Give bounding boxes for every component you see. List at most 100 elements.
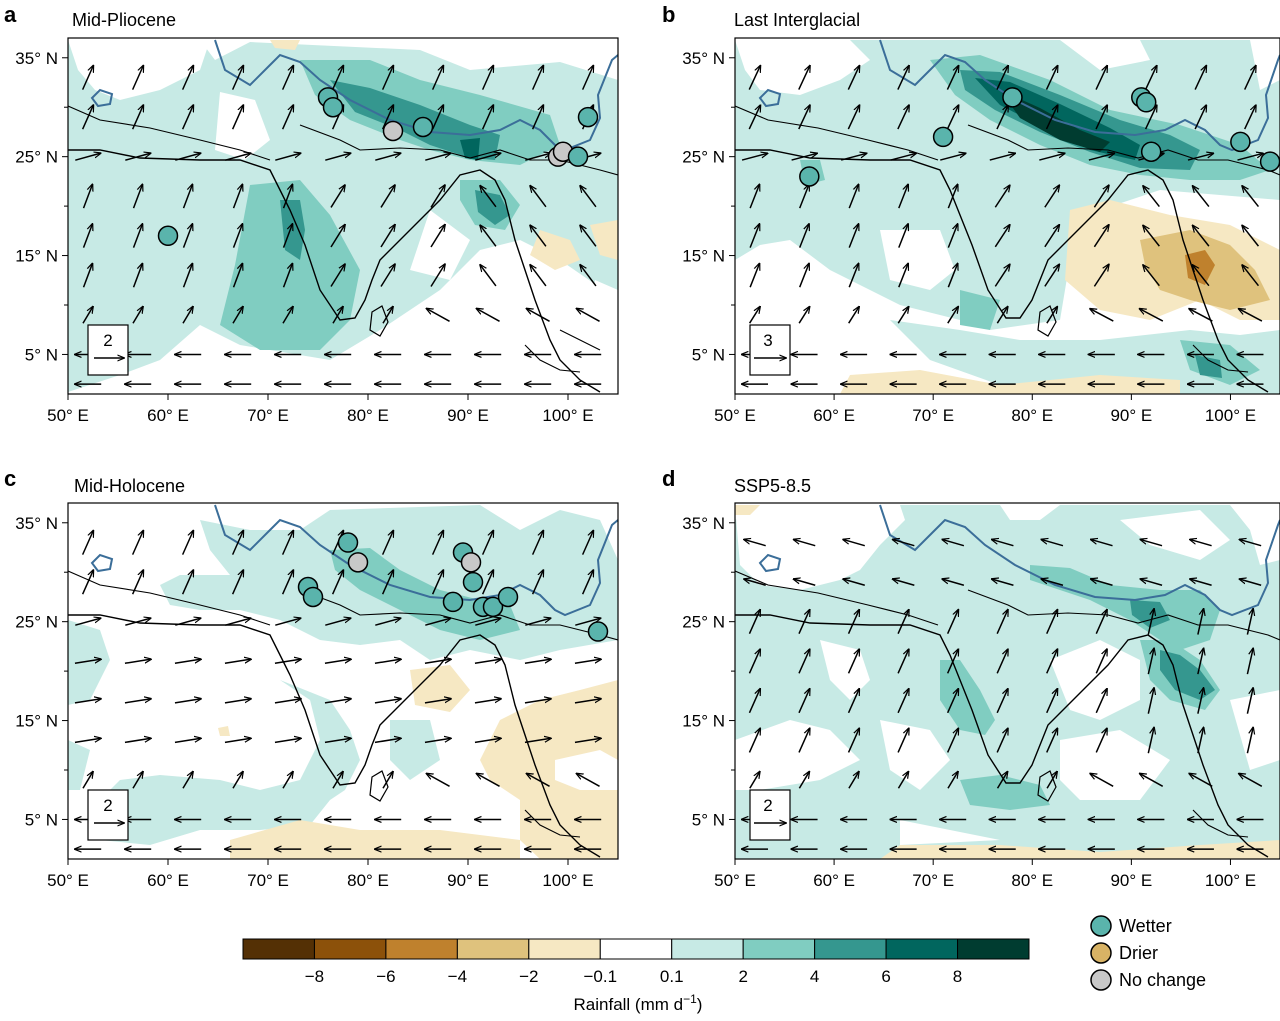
arrow-scale-key: 3 [749, 324, 791, 376]
wind-arrow [474, 738, 501, 744]
proxy-site-marker [157, 225, 179, 247]
wind-arrow [1140, 309, 1164, 322]
coastline-sri-lanka [369, 305, 389, 337]
coastline-sri-lanka [369, 770, 389, 802]
wind-arrow [281, 105, 294, 130]
wind-arrow [375, 618, 400, 626]
wind-arrow [530, 186, 547, 208]
proxy-site-marker [932, 126, 954, 148]
wind-arrow [382, 307, 393, 324]
wind-arrow [1044, 185, 1059, 208]
colorbar-segment [957, 938, 1030, 960]
wind-arrow [524, 659, 551, 665]
wind-arrow [942, 579, 965, 586]
panel-mid-holocene: c Mid-Holocene 2 [4, 466, 619, 860]
wind-arrow [281, 65, 294, 90]
wind-arrow [1046, 610, 1058, 635]
panel-title: Mid-Pliocene [72, 10, 176, 30]
wind-arrow [1046, 728, 1058, 753]
wind-arrow [182, 772, 193, 789]
wind-vectors [742, 539, 1264, 849]
wind-arrow [381, 570, 394, 595]
wind-arrow [1140, 579, 1163, 586]
wind-arrow [1041, 539, 1064, 547]
colorbar-tick-label: −6 [376, 967, 395, 986]
wind-arrow [525, 618, 550, 626]
wind-arrow [231, 530, 244, 555]
coastline-sri-lanka [1037, 770, 1057, 802]
wind-arrow [282, 184, 293, 209]
wind-arrow [996, 307, 1007, 324]
wind-arrow [1239, 579, 1262, 586]
proxy-site-marker [577, 106, 599, 128]
x-tick-label: 80° E [1011, 871, 1053, 890]
wind-arrow [575, 618, 600, 626]
wind-arrow [74, 699, 101, 704]
wind-arrow [1140, 539, 1163, 547]
proxy-site-marker [337, 532, 359, 553]
wind-arrow [74, 659, 101, 665]
wind-arrow [996, 105, 1008, 130]
map-frame [67, 502, 619, 860]
map-area [735, 503, 1280, 859]
wind-arrow [182, 307, 193, 324]
wind-arrow [847, 105, 859, 130]
proxy-site-marker [497, 586, 519, 608]
wind-arrow [181, 65, 194, 90]
wind-arrow [331, 65, 344, 90]
wind-arrow [946, 649, 959, 674]
x-tick-label: 90° E [447, 871, 489, 890]
wind-arrow [330, 185, 345, 208]
wind-arrow [847, 689, 860, 714]
proxy-site-marker [462, 571, 484, 593]
panel-title: Last Interglacial [734, 10, 860, 30]
legend-label: Drier [1119, 943, 1158, 963]
colorbar-title-end: ) [697, 995, 703, 1014]
wind-arrow [224, 659, 251, 665]
wind-arrow [331, 570, 344, 595]
wind-arrow [847, 66, 859, 90]
wind-arrow [996, 689, 1008, 714]
wind-arrow [481, 65, 494, 90]
wind-arrow [994, 264, 1009, 287]
wind-arrow [748, 689, 760, 714]
wind-arrow [1194, 105, 1206, 130]
wind-arrow [330, 264, 345, 287]
proxy-sites [799, 87, 1280, 187]
wind-arrow [274, 659, 301, 665]
proxy-site-marker [302, 586, 324, 608]
wind-arrow [132, 224, 143, 248]
wind-arrow [281, 530, 294, 555]
rainfall-contour-wet3 [1130, 600, 1215, 700]
wind-arrow [431, 570, 444, 595]
y-tick-label: 5° N [25, 810, 58, 829]
wind-arrow [793, 539, 816, 547]
wind-arrow [947, 263, 957, 288]
wind-arrow [989, 153, 1016, 161]
panel-last-interglacial: b Last Interglacial 3 [662, 2, 1280, 395]
wind-arrow [424, 659, 451, 665]
wind-arrow [748, 649, 760, 674]
colorbar-segment [313, 938, 387, 960]
wind-arrow [946, 689, 959, 714]
y-tick-label: 35° N [15, 49, 58, 68]
wind-arrow [749, 772, 760, 789]
colorbar-tick-label: −2 [519, 967, 538, 986]
colorbar-tick-label: 6 [881, 967, 890, 986]
wind-arrow [1144, 105, 1157, 130]
wind-arrow [1190, 579, 1212, 586]
wind-arrow [232, 224, 243, 248]
wind-arrow [81, 105, 94, 130]
wind-arrow [996, 649, 1008, 674]
wind-arrow [325, 153, 350, 161]
wind-arrow [1045, 105, 1058, 130]
proxy-site-marker [799, 166, 820, 187]
wind-arrow [576, 773, 600, 787]
wind-arrow [1246, 648, 1253, 675]
wind-arrow [1093, 264, 1108, 287]
wind-arrow [1197, 648, 1204, 675]
wind-arrow [231, 570, 244, 595]
arrow-scale-key: 2 [749, 789, 791, 841]
colorbar-tick-label: −8 [305, 967, 324, 986]
wind-arrow [282, 772, 293, 789]
